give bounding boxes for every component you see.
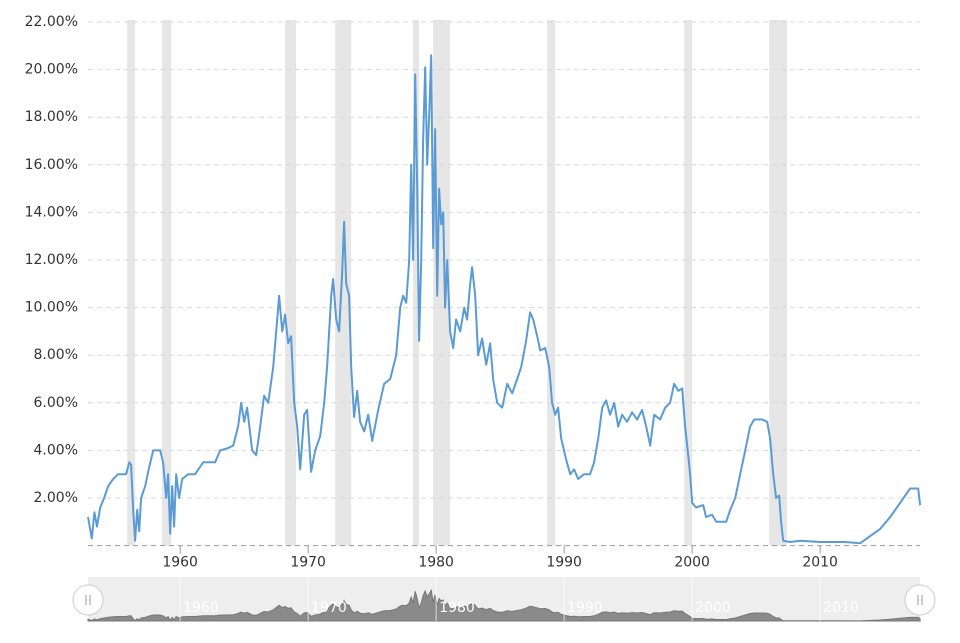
- y-tick-label: 10.00%: [25, 300, 78, 316]
- navigator-label: 1960: [183, 600, 219, 616]
- navigator-label: 2010: [823, 600, 859, 616]
- plot-area: 2.00% 4.00% 6.00% 8.00% 10.00% 12.00% 14.00% 16…: [25, 14, 922, 571]
- y-tick-label: 8.00%: [34, 347, 78, 363]
- recession-band: [127, 20, 136, 546]
- x-tick-label: 2000: [674, 555, 710, 571]
- navigator-handle[interactable]: [72, 584, 104, 616]
- x-tick-label: 1960: [162, 555, 198, 571]
- recession-band: [335, 20, 352, 546]
- recession-band: [547, 20, 556, 546]
- navigator-label: 1970: [311, 600, 347, 616]
- recession-band: [433, 20, 451, 546]
- navigator-label: 1980: [439, 600, 475, 616]
- y-tick-label: 2.00%: [34, 490, 78, 506]
- recession-band: [769, 20, 788, 546]
- navigator-label: 2000: [695, 600, 731, 616]
- recession-band: [285, 20, 297, 546]
- navigator-handle[interactable]: [904, 584, 936, 616]
- y-tick-label: 6.00%: [34, 395, 78, 411]
- x-tick-label: 1980: [418, 555, 454, 571]
- handle-circle[interactable]: [72, 584, 104, 616]
- navigator: 1960 1970 1980 1990 2000 2010: [72, 577, 936, 622]
- x-tick-label: 1970: [290, 555, 326, 571]
- navigator-label: 1990: [567, 600, 603, 616]
- y-tick-label: 20.00%: [25, 62, 78, 78]
- navigator-area: [87, 588, 921, 622]
- y-tick-label: 22.00%: [25, 14, 78, 30]
- y-tick-label: 12.00%: [25, 252, 78, 268]
- y-tick-label: 14.00%: [25, 204, 78, 220]
- x-tick-label: 1990: [546, 555, 582, 571]
- series-line: [87, 54, 922, 545]
- x-tick-label: 2010: [802, 555, 838, 571]
- handle-circle[interactable]: [904, 584, 936, 616]
- recession-band: [413, 20, 420, 546]
- recession-band: [684, 20, 693, 546]
- y-tick-label: 18.00%: [25, 109, 78, 125]
- y-tick-label: 16.00%: [25, 157, 78, 173]
- recession-band: [162, 20, 172, 546]
- y-tick-label: 4.00%: [34, 442, 78, 458]
